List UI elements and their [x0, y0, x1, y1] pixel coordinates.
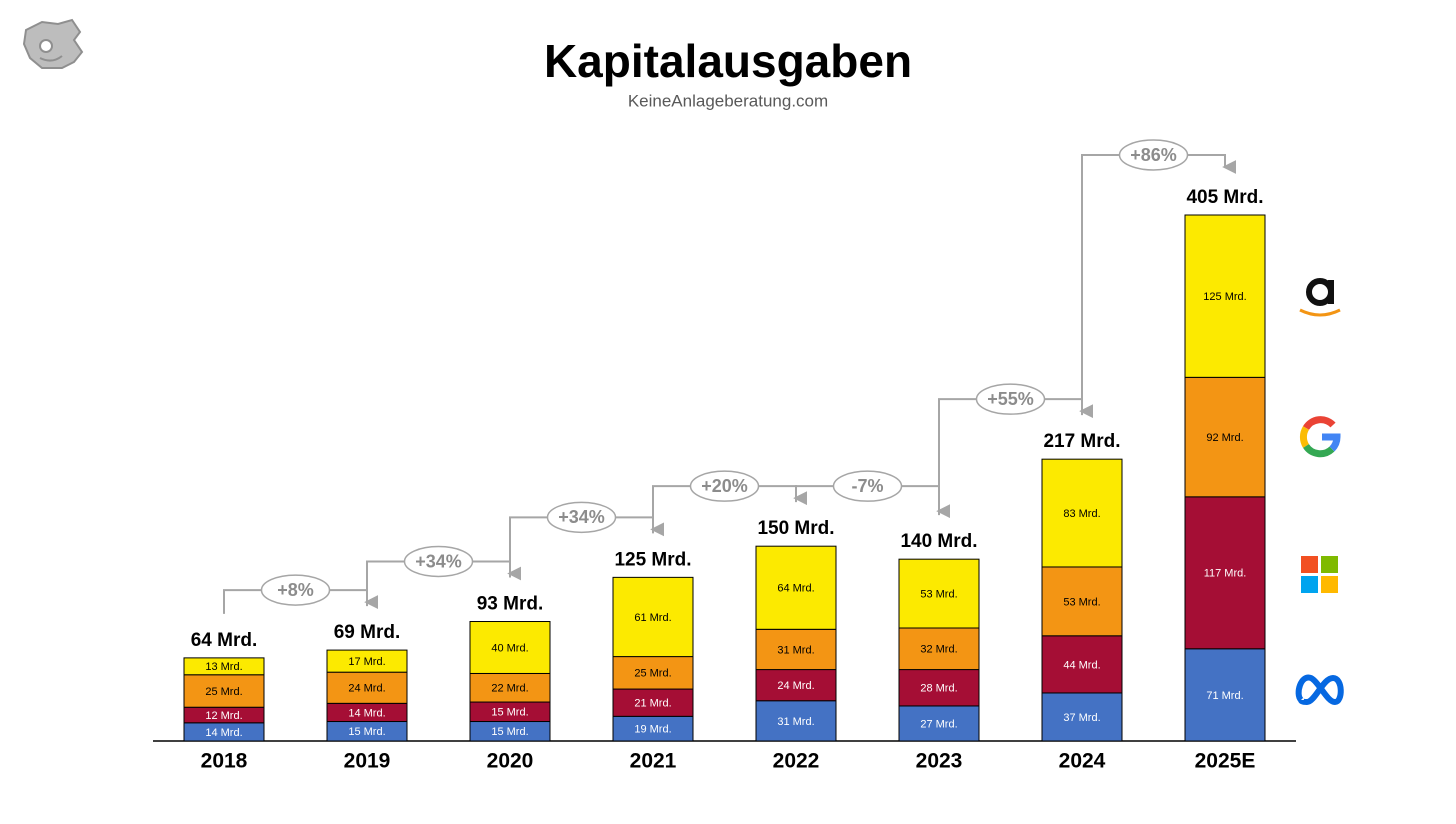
x-tick-label: 2025E — [1195, 750, 1256, 773]
bar-segment — [1184, 648, 1266, 742]
x-tick-label: 2021 — [630, 750, 677, 773]
bar-segment — [898, 669, 980, 707]
bar-segment — [326, 649, 408, 673]
total-label: 140 Mrd. — [900, 531, 977, 552]
segment-label: 13 Mrd. — [205, 661, 242, 673]
bar-segment — [1184, 214, 1266, 378]
change-label: +34% — [415, 551, 462, 571]
total-label: 64 Mrd. — [191, 630, 258, 651]
bar-segment — [898, 558, 980, 629]
segment-label: 53 Mrd. — [920, 588, 957, 600]
x-tick-label: 2022 — [773, 750, 820, 773]
bar-segment — [1184, 496, 1266, 650]
change-label: +20% — [701, 476, 748, 496]
bar-segment — [898, 627, 980, 671]
change-bubble — [1118, 139, 1189, 171]
segment-label: 31 Mrd. — [777, 644, 814, 656]
segment-label: 14 Mrd. — [205, 727, 242, 739]
segment-label: 32 Mrd. — [920, 644, 957, 656]
segment-label: 53 Mrd. — [1063, 596, 1100, 608]
segment-label: 27 Mrd. — [920, 718, 957, 730]
segment-label: 12 Mrd. — [205, 710, 242, 722]
bar-segment — [469, 672, 551, 703]
change-label: +8% — [277, 580, 314, 600]
change-bubble — [975, 383, 1046, 415]
total-label: 405 Mrd. — [1186, 187, 1263, 208]
segment-label: 25 Mrd. — [205, 686, 242, 698]
segment-label: 125 Mrd. — [1203, 291, 1246, 303]
change-bubble — [832, 470, 903, 502]
brand-icon — [22, 18, 84, 69]
microsoft-logo — [1301, 556, 1338, 593]
segment-label: 14 Mrd. — [348, 707, 385, 719]
segment-label: 24 Mrd. — [348, 683, 385, 695]
segment-label: 15 Mrd. — [491, 707, 528, 719]
total-label: 125 Mrd. — [614, 549, 691, 570]
segment-label: 24 Mrd. — [777, 680, 814, 692]
bar-segment — [612, 715, 694, 742]
change-label: +55% — [987, 389, 1034, 409]
google-logo — [1299, 416, 1341, 458]
bar-segment — [1041, 458, 1123, 568]
chart-subtitle: KeineAnlageberatung.com — [628, 91, 828, 110]
bar-segment — [469, 621, 551, 674]
change-label: +34% — [558, 507, 605, 527]
segment-label: 83 Mrd. — [1063, 508, 1100, 520]
segment-label: 17 Mrd. — [348, 656, 385, 668]
change-bubble — [403, 545, 474, 578]
bar-segment — [326, 671, 408, 704]
segment-label: 44 Mrd. — [1063, 659, 1100, 671]
change-label: -7% — [851, 476, 883, 496]
total-label: 150 Mrd. — [757, 518, 834, 539]
chart-title: Kapitalausgaben — [544, 35, 912, 87]
change-bubble — [546, 501, 617, 534]
change-label: +86% — [1130, 145, 1177, 165]
bar-segment — [755, 545, 837, 630]
x-tick-label: 2023 — [916, 750, 963, 773]
x-tick-label: 2020 — [487, 750, 534, 773]
total-label: 93 Mrd. — [477, 594, 544, 615]
bar-segment — [183, 674, 265, 708]
bar-segment — [755, 700, 837, 742]
segment-label: 71 Mrd. — [1206, 690, 1243, 702]
segment-label: 31 Mrd. — [777, 716, 814, 728]
amazon-logo — [1299, 278, 1341, 317]
segment-label: 117 Mrd. — [1204, 568, 1247, 580]
bar-segment — [612, 656, 694, 690]
segment-label: 28 Mrd. — [920, 683, 957, 695]
x-tick-label: 2018 — [201, 750, 248, 773]
segment-label: 40 Mrd. — [491, 642, 528, 654]
change-bubble — [689, 470, 760, 502]
change-bubble — [260, 574, 331, 606]
bar-segment — [183, 657, 265, 676]
bar-segment — [612, 576, 694, 658]
segment-label: 21 Mrd. — [634, 698, 671, 710]
segment-label: 25 Mrd. — [634, 668, 671, 680]
segment-label: 19 Mrd. — [634, 724, 671, 736]
bar-segment — [1041, 635, 1123, 694]
x-tick-label: 2024 — [1059, 750, 1106, 773]
bar-segment — [1041, 566, 1123, 637]
bar-segment — [1184, 376, 1266, 498]
total-label: 217 Mrd. — [1043, 431, 1120, 452]
bar-segment — [898, 705, 980, 742]
x-tick-label: 2019 — [344, 750, 391, 773]
meta-logo — [1295, 674, 1344, 706]
bar-segment — [755, 669, 837, 702]
segment-label: 64 Mrd. — [777, 583, 814, 595]
bar-segment — [755, 628, 837, 671]
total-label: 69 Mrd. — [334, 622, 401, 643]
segment-label: 61 Mrd. — [634, 612, 671, 624]
segment-label: 37 Mrd. — [1063, 712, 1100, 724]
segment-label: 92 Mrd. — [1206, 432, 1243, 444]
segment-label: 15 Mrd. — [348, 726, 385, 738]
segment-label: 15 Mrd. — [491, 726, 528, 738]
segment-label: 22 Mrd. — [491, 683, 528, 695]
